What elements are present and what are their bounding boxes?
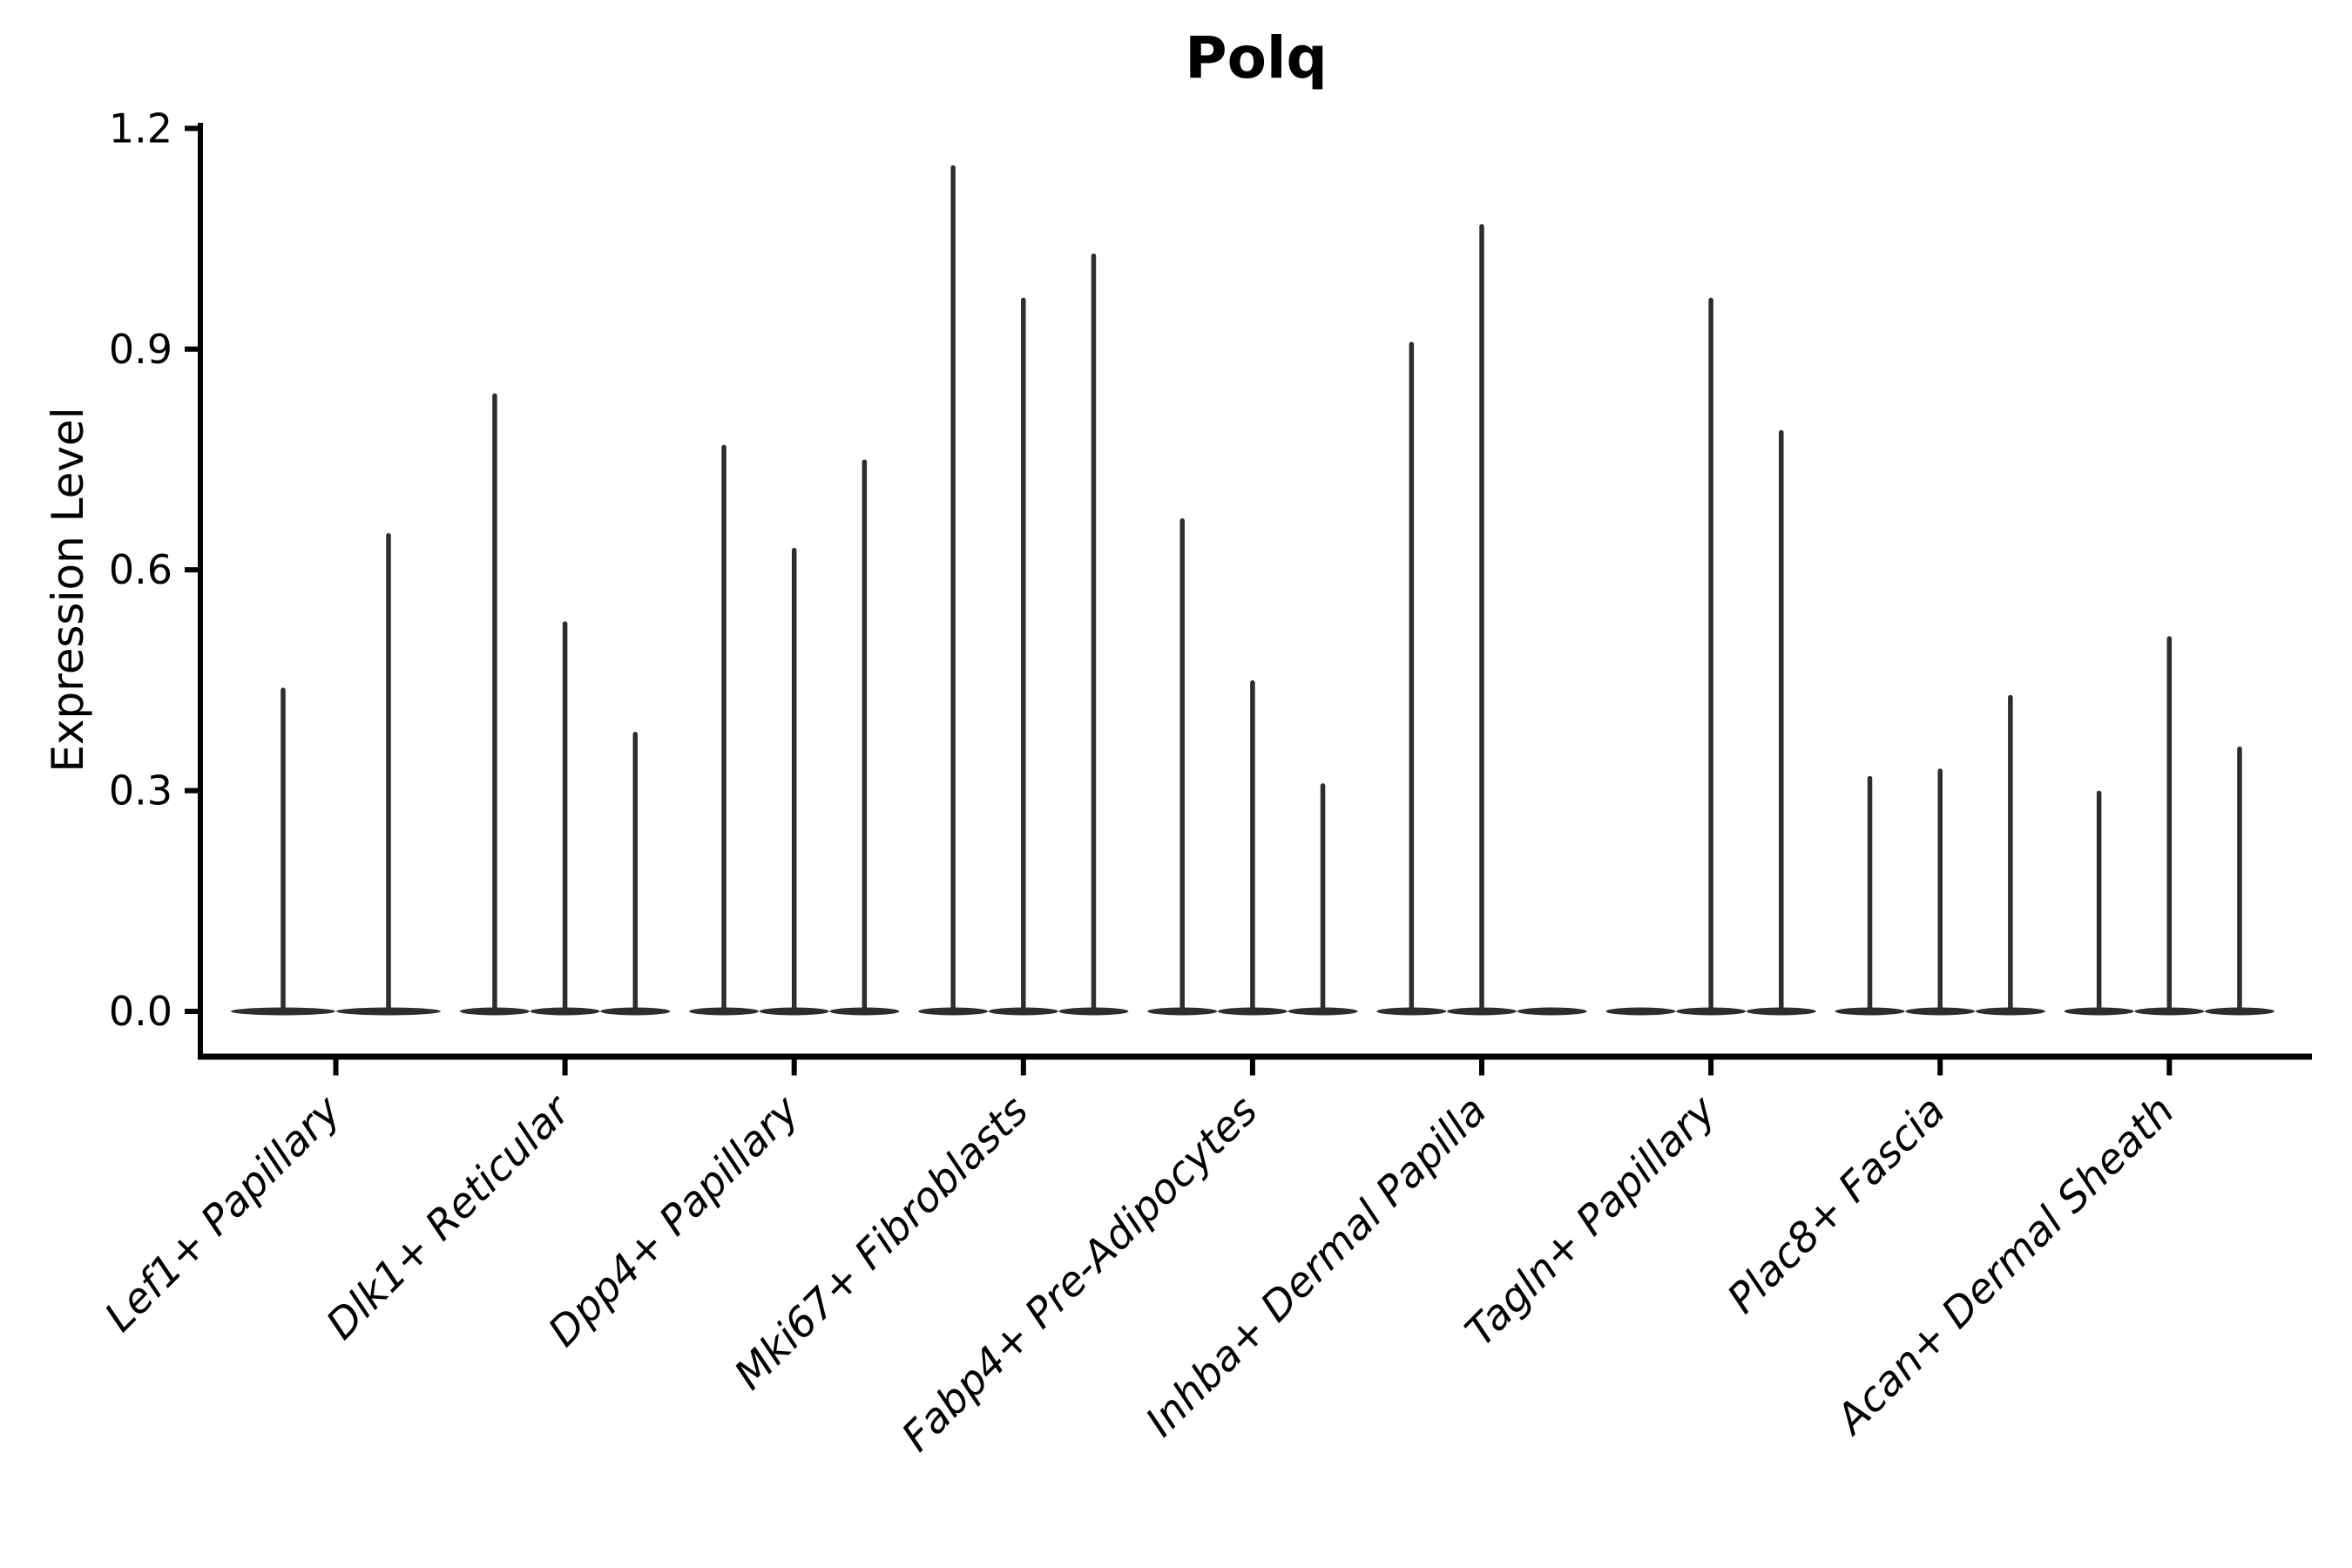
violin-body [1905, 1007, 1976, 1016]
violin-spike [492, 393, 497, 1011]
y-tick-label: 0.3 [109, 767, 172, 814]
x-tick-label: Plac8+ Fascia [1719, 1087, 1955, 1323]
y-tick-label: 1.2 [109, 105, 172, 152]
x-tick-label: Tagln+ Papillary [1456, 1086, 1727, 1356]
violin-spike [280, 687, 286, 1011]
violin-spike [1021, 297, 1026, 1011]
violin-body [1517, 1007, 1587, 1016]
violin-spike [1779, 429, 1784, 1011]
violin-spike [862, 459, 868, 1011]
violin-spike [1250, 679, 1255, 1011]
violin-body [2134, 1007, 2205, 1016]
violin-body [1605, 1007, 1676, 1016]
x-tick-label: Lef1+ Papillary [96, 1086, 351, 1342]
violin-spike [791, 547, 797, 1011]
violin-spike [721, 444, 727, 1011]
violin-spike [1937, 768, 1943, 1011]
violin-body [1147, 1007, 1218, 1016]
x-tick-label: Dpp4+ Papillary [539, 1086, 809, 1356]
violin-spike [1091, 253, 1097, 1012]
violin-spike [386, 532, 391, 1011]
violin-spike [2096, 790, 2102, 1011]
violin-spike [1708, 297, 1713, 1011]
x-tick-label: Dlk1+ Reticular [317, 1085, 581, 1349]
violin-spike [562, 621, 568, 1011]
violin-spike [1320, 783, 1326, 1011]
violin-body [1058, 1007, 1129, 1016]
violin-spike [2237, 746, 2242, 1011]
violin-spike [632, 732, 639, 1011]
violin-body [1676, 1007, 1747, 1016]
violin-body [1376, 1007, 1447, 1016]
y-tick-label: 0.9 [109, 326, 172, 373]
violin-spike [950, 165, 956, 1012]
violin-spike [1479, 224, 1484, 1011]
violin-spike [2166, 636, 2173, 1011]
violin-spike [1179, 518, 1185, 1011]
y-tick-label: 0.6 [109, 546, 172, 593]
chart-title: Polq [1185, 24, 1328, 91]
violin-body [1835, 1007, 1905, 1016]
violin-body [2205, 1007, 2274, 1016]
violin-spike [2008, 694, 2013, 1011]
violin-spike [1409, 341, 1415, 1011]
y-tick-label: 0.0 [109, 988, 172, 1035]
violin-body [1217, 1007, 1288, 1016]
violin-spike [1867, 775, 1873, 1011]
